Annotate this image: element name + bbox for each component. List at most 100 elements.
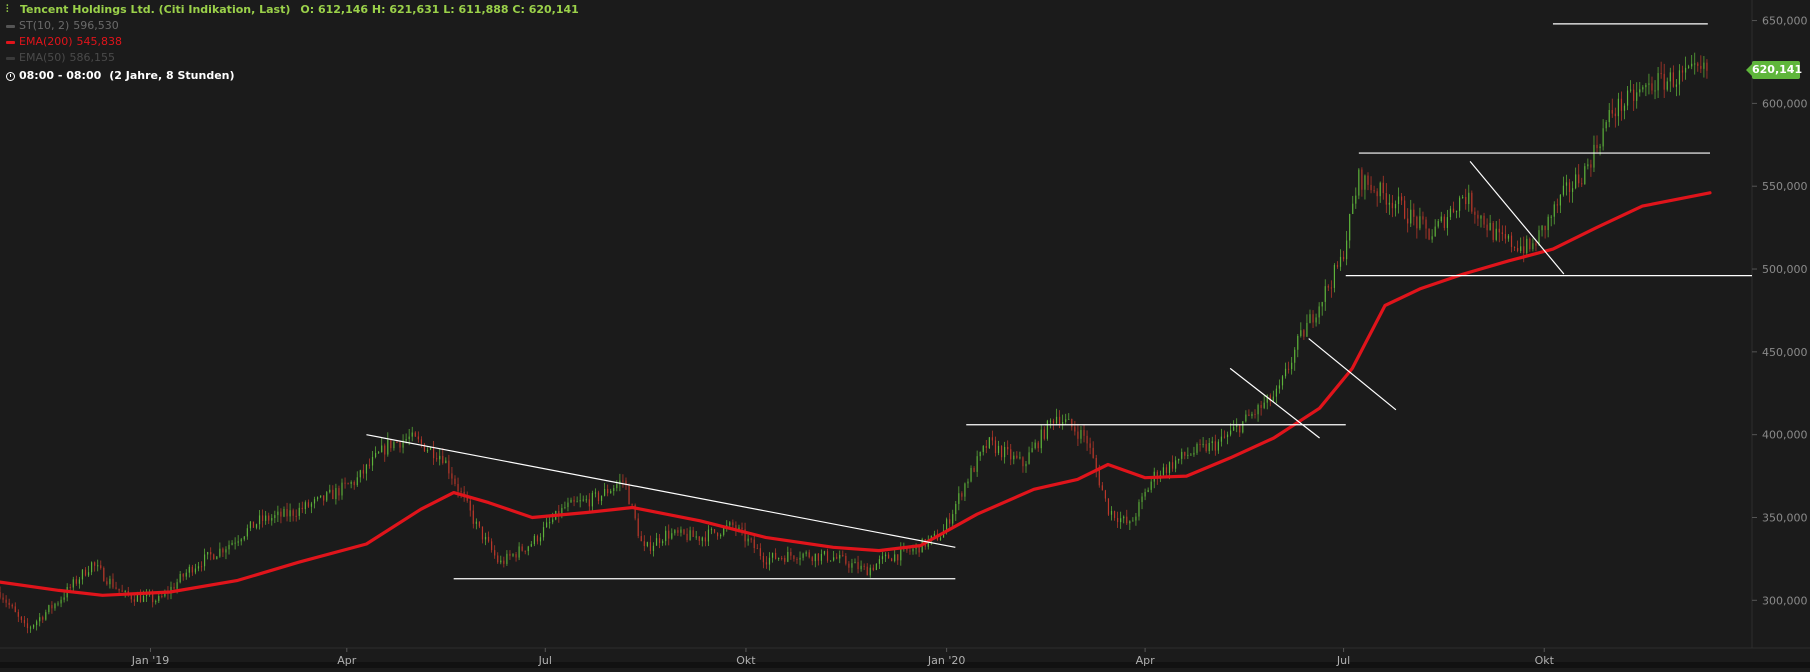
candle-body [8, 602, 10, 605]
candle-body [1544, 225, 1546, 231]
candle-body [1611, 109, 1613, 114]
candle-body [1251, 413, 1253, 417]
candle-body [570, 499, 572, 503]
candle-body [1700, 65, 1702, 69]
candle-body [353, 482, 355, 486]
candle-body [1162, 467, 1165, 476]
candle-body [1324, 286, 1326, 302]
candle-body [445, 460, 447, 464]
candle-body [1633, 89, 1635, 101]
candle-body [750, 538, 752, 540]
candle-body [912, 548, 914, 552]
candle-body [814, 553, 816, 562]
candle-body [1342, 256, 1345, 260]
candle-body [176, 582, 178, 589]
candle-body [1562, 185, 1565, 195]
candle-body [23, 619, 26, 624]
candle-body [188, 566, 190, 573]
candle-body [1309, 314, 1311, 323]
candle-body [359, 470, 361, 478]
candle-body [506, 553, 508, 564]
candle-body [820, 553, 823, 561]
candle-body [255, 524, 258, 528]
candle-body [979, 451, 981, 457]
candle-body [1178, 458, 1180, 461]
candle-body [1669, 72, 1671, 82]
candle-body [1315, 317, 1317, 323]
indicator-st-row[interactable]: ST(10, 2) 596,530 [6, 18, 579, 34]
candle-body [1196, 443, 1198, 453]
candle-body [600, 495, 603, 501]
candle-body [1336, 265, 1339, 267]
candle-body [668, 530, 670, 539]
candle-body [997, 445, 1000, 454]
candle-body [658, 538, 661, 544]
candle-body [1092, 447, 1094, 458]
candle-body [1556, 204, 1558, 206]
candle-body [347, 483, 349, 485]
candle-body [2, 597, 4, 600]
candle-body [1117, 517, 1119, 523]
candle-body [1416, 216, 1418, 229]
candle-body [109, 578, 111, 585]
candle-body [1694, 63, 1696, 65]
candle-body [472, 510, 474, 524]
chart-type-icon[interactable]: ⫶ [6, 4, 9, 15]
candle-body [549, 522, 551, 524]
candle-body [918, 545, 920, 553]
candle-body [863, 565, 865, 567]
candle-body [316, 497, 319, 500]
candle-body [1126, 516, 1128, 524]
candle-body [646, 542, 648, 547]
candle-body [1150, 481, 1152, 490]
candle-body [1132, 520, 1134, 522]
candle-body [497, 555, 499, 563]
indicator-ema200-row[interactable]: EMA(200) 545,838 [6, 34, 579, 50]
candle-body [735, 525, 737, 531]
candle-body [686, 533, 688, 541]
candle-body [393, 442, 395, 449]
indicator-ema50-row[interactable]: EMA(50) 586,155 [6, 50, 579, 66]
candle-body [1303, 330, 1305, 337]
candle-body [591, 492, 593, 507]
x-tick-label: Okt [736, 654, 756, 667]
candle-body [973, 467, 975, 472]
candle-body [781, 557, 783, 559]
candle-body [854, 561, 856, 564]
candle-body [793, 555, 795, 559]
time-range: 08:00 - 08:00 [19, 69, 102, 82]
candle-body [1236, 425, 1238, 427]
candle-body [1501, 232, 1503, 234]
candle-body [1190, 454, 1192, 456]
y-tick-label: 300,000 [1762, 594, 1808, 607]
candle-body [521, 546, 523, 551]
y-tick-label: 650,000 [1762, 15, 1808, 28]
candle-body [756, 548, 758, 550]
candle-body [1477, 214, 1479, 219]
candle-body [310, 503, 313, 507]
candle-body [1095, 457, 1097, 471]
candle-body [1660, 73, 1662, 75]
candle-body [1202, 443, 1204, 445]
candle-body [1226, 434, 1229, 438]
candle-body [1532, 243, 1534, 250]
candle-body [1278, 385, 1281, 389]
candle-body [97, 565, 99, 567]
candle-body [695, 536, 697, 538]
candle-body [1248, 414, 1250, 417]
candle-body [503, 560, 505, 564]
candle-body [182, 574, 184, 577]
candle-body [1675, 84, 1678, 87]
candle-body [1370, 184, 1372, 191]
candle-body [771, 552, 774, 558]
y-tick-label: 550,000 [1762, 180, 1808, 193]
candle-body [1281, 376, 1284, 386]
candle-body [1086, 435, 1088, 444]
candle-body [1101, 485, 1103, 491]
candle-body [1123, 516, 1125, 519]
candle-body [524, 550, 526, 552]
candle-body [1089, 443, 1091, 448]
time-range-row[interactable]: 08:00 - 08:00 (2 Jahre, 8 Stunden) [6, 68, 579, 84]
